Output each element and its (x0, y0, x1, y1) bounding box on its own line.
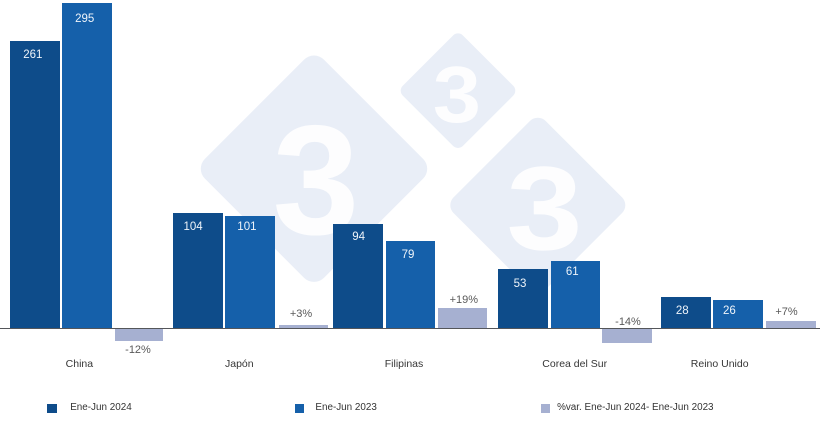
svg-text:3: 3 (506, 143, 582, 276)
svg-text:3: 3 (433, 50, 481, 139)
